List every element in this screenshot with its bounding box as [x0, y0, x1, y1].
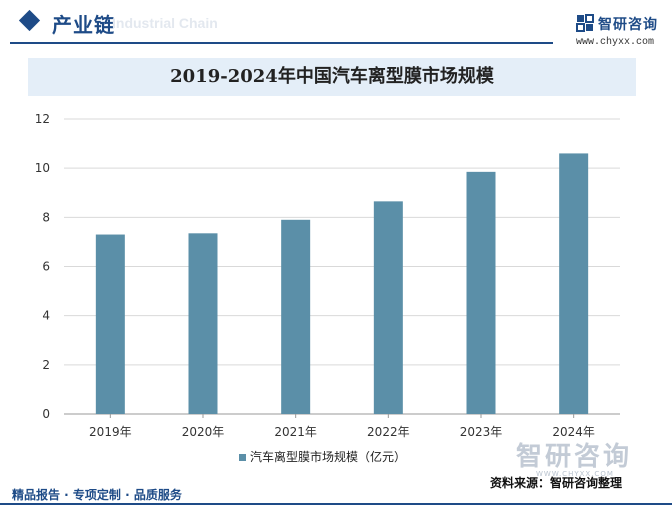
footer-source: 资料来源：智研咨询整理 [490, 476, 623, 490]
y-tick-label: 2 [42, 358, 50, 372]
x-tick-label: 2023年 [460, 425, 503, 439]
brand-url: www.chyxx.com [576, 37, 655, 48]
bar [188, 233, 218, 414]
legend-label: 汽车离型膜市场规模（亿元） [250, 449, 406, 464]
chart-title: 2019-2024年中国汽车离型膜市场规模 [170, 66, 494, 87]
footer-slogan: 精品报告 · 专项定制 · 品质服务 [12, 488, 182, 502]
y-tick-label: 4 [42, 309, 50, 323]
y-tick-label: 0 [42, 407, 50, 421]
footer-divider [0, 503, 672, 505]
x-tick-label: 2024年 [552, 425, 595, 439]
y-tick-label: 6 [42, 260, 50, 274]
section-title: 产业链 [52, 13, 115, 37]
y-axis: 0 2 4 6 8 10 12 [35, 112, 50, 421]
bar [281, 219, 311, 414]
section-header: 产业链 Industrial Chain 智研咨询 www.chyxx.com [0, 0, 672, 48]
x-tick-label: 2019年 [89, 425, 132, 439]
watermark-name: 智研咨询 [516, 442, 633, 472]
x-tick-label: 2022年 [367, 425, 410, 439]
gridlines [64, 118, 620, 415]
y-tick-label: 8 [42, 210, 50, 224]
section-subtitle: Industrial Chain [112, 15, 218, 31]
x-tick-label: 2020年 [182, 425, 225, 439]
legend-swatch [239, 454, 246, 461]
brand-name: 智研咨询 [598, 17, 658, 33]
brand-logo-icon [576, 14, 594, 32]
header-divider [10, 42, 553, 44]
legend: 汽车离型膜市场规模（亿元） [239, 449, 406, 464]
bar [466, 171, 496, 414]
bars [95, 153, 589, 414]
bar [95, 234, 125, 414]
x-axis: 2019年 2020年 2021年 2022年 2023年 2024年 [89, 414, 595, 439]
bar [373, 201, 403, 414]
x-tick-label: 2021年 [274, 425, 317, 439]
y-tick-label: 12 [35, 112, 50, 126]
chart-title-band: 2019-2024年中国汽车离型膜市场规模 [28, 58, 636, 96]
watermark-url: WWW.CHYXX.COM [536, 470, 614, 478]
y-tick-label: 10 [35, 161, 50, 175]
bar [559, 153, 589, 414]
